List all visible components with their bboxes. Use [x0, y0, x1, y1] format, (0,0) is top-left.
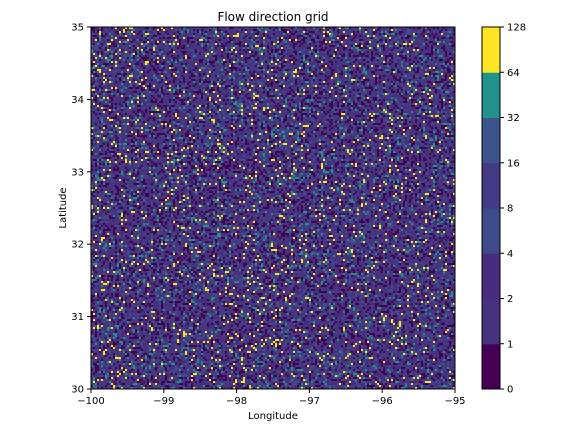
y-axis: 30 31 32 33 34 35 [71, 23, 91, 396]
y-tick-label: 31 [71, 312, 84, 323]
colorbar-tick-label: 4 [507, 249, 513, 260]
colorbar-tick-label: 16 [507, 158, 520, 169]
colorbar-segment [482, 208, 500, 254]
colorbar-segment [482, 253, 500, 299]
colorbar-segment [482, 72, 500, 118]
x-tick-label: −100 [77, 396, 104, 407]
y-tick-label: 33 [71, 167, 84, 178]
y-axis-label: Latitude [58, 187, 69, 228]
colorbar-tick-label: 1 [507, 339, 513, 350]
colorbar-tick-label: 128 [507, 23, 526, 34]
colorbar-tick-label: 8 [507, 204, 513, 215]
colorbar: 0 1 2 4 8 16 32 64 128 [481, 23, 526, 396]
colorbar-segment [482, 117, 500, 164]
colorbar-tick-label: 32 [507, 113, 520, 124]
colorbar-segment [482, 298, 500, 345]
colorbar-tick-label: 2 [507, 294, 513, 305]
chart-title: Flow direction grid [217, 10, 328, 24]
x-tick-label: −97 [299, 396, 320, 407]
x-tick-label: −95 [444, 396, 465, 407]
plot-frame [90, 26, 456, 390]
colorbar-segment [482, 162, 500, 209]
colorbar-segment [482, 27, 500, 73]
colorbar-tick-label: 0 [507, 385, 513, 396]
x-tick-label: −98 [226, 396, 247, 407]
heatmap-raster [91, 27, 455, 389]
x-axis-label: Longitude [248, 411, 298, 422]
plot-area [90, 26, 456, 390]
x-tick-label: −99 [153, 396, 174, 407]
y-tick-label: 32 [71, 240, 84, 251]
x-tick-label: −96 [372, 396, 393, 407]
colorbar-tick-label: 64 [507, 68, 520, 79]
y-tick-label: 30 [71, 385, 84, 396]
y-tick-label: 35 [71, 23, 84, 34]
colorbar-segment [482, 343, 500, 390]
x-axis: −100 −99 −98 −97 −96 −95 [77, 389, 466, 407]
y-tick-label: 34 [71, 95, 84, 106]
